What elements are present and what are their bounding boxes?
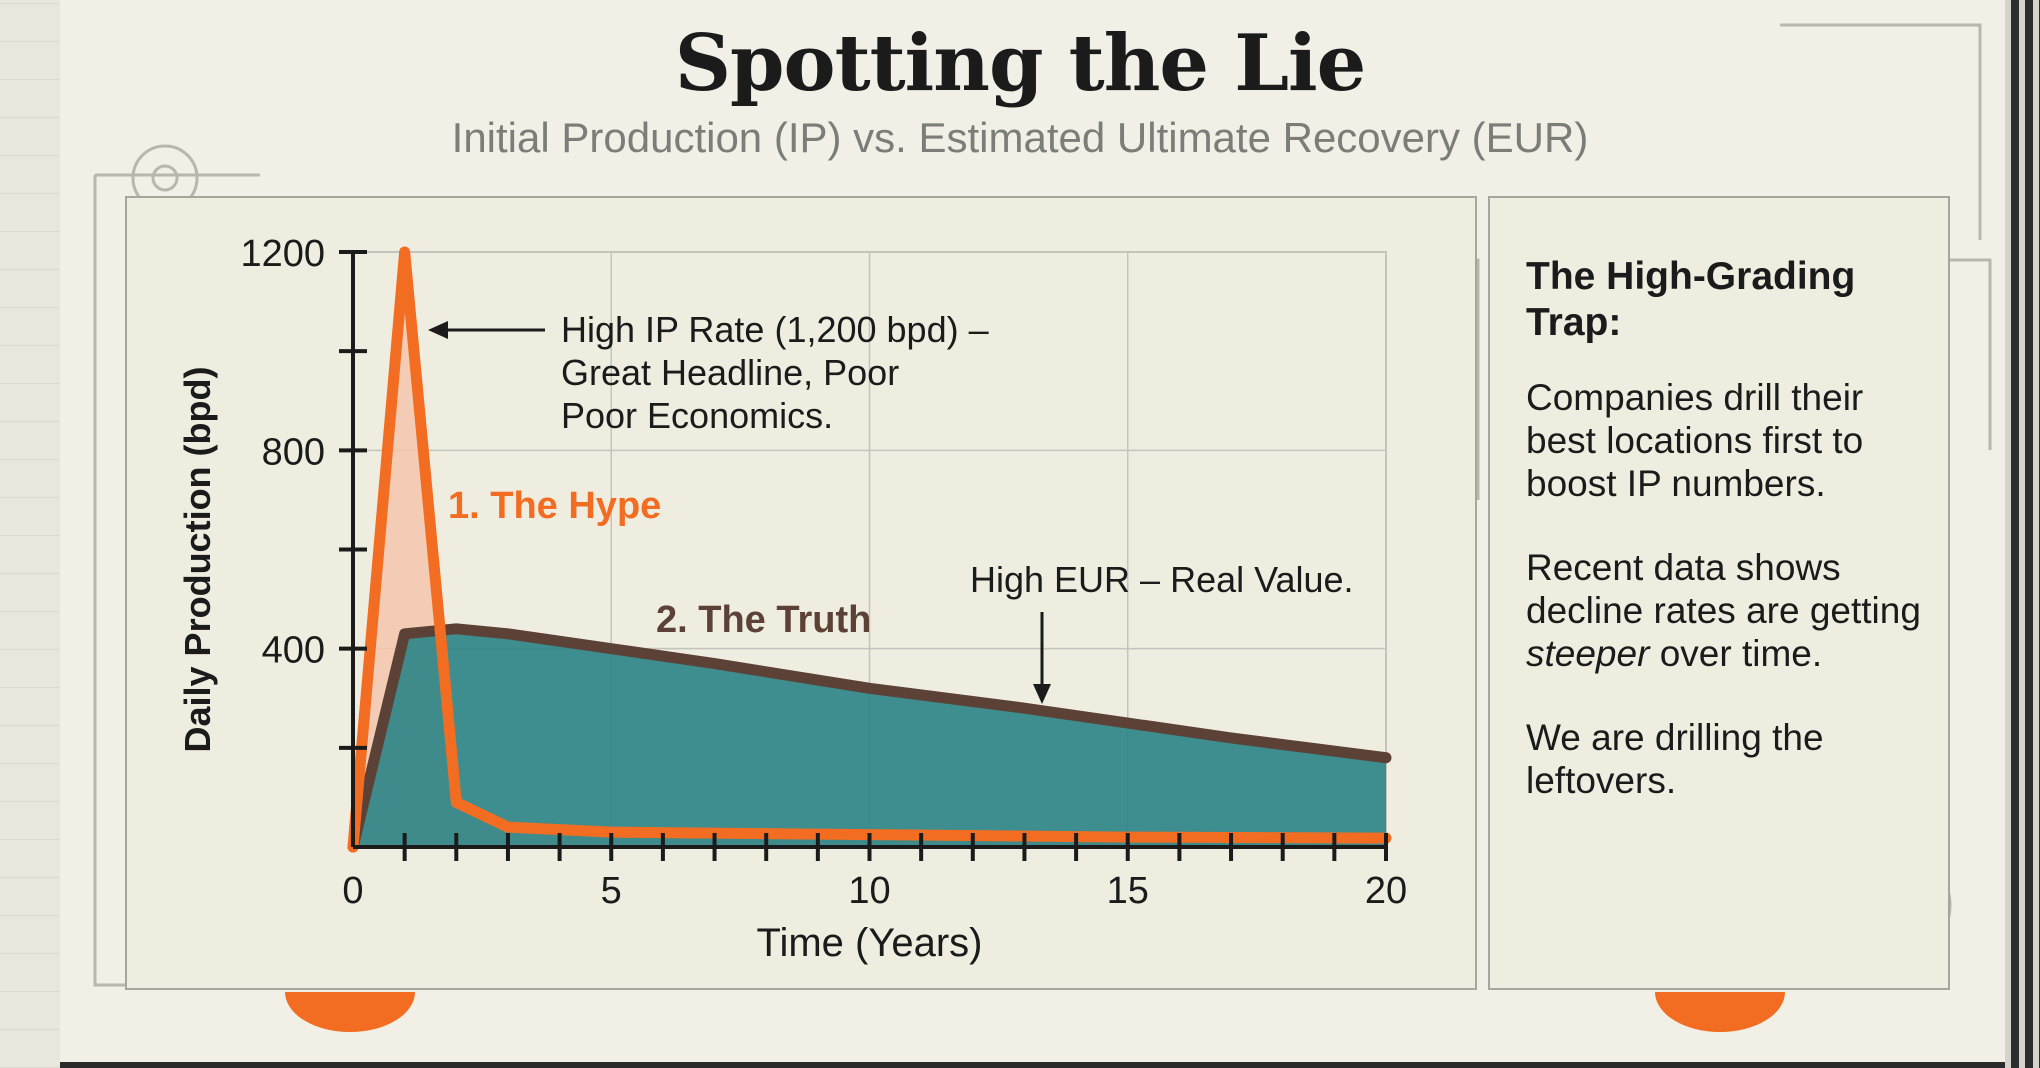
ip-annotation-line: Great Headline, Poor [561, 352, 899, 393]
page-title: Spotting the Lie [674, 18, 1367, 109]
sidebar-paragraph-2: Recent data shows decline rates are gett… [1526, 546, 1936, 675]
y-tick-label: 800 [262, 431, 325, 473]
hype-line [347, 246, 1392, 853]
x-tick-label: 20 [1365, 870, 1407, 912]
eur-arrow-head [1033, 684, 1051, 704]
left-paper-edge [0, 0, 60, 1068]
truth-series-label: 2. The Truth [656, 599, 871, 641]
y-tick-label: 1200 [240, 233, 325, 275]
x-axis-label: Time (Years) [757, 921, 983, 965]
ip-annotation-line: High IP Rate (1,200 bpd) – [561, 309, 989, 350]
eur-annotation-line: High EUR – Real Value. [970, 559, 1354, 600]
ip-arrow-head [428, 321, 448, 339]
x-tick-label: 10 [848, 870, 890, 912]
y-tick-label: 400 [262, 630, 325, 672]
x-tick-label: 5 [601, 870, 622, 912]
right-background-strip [2005, 0, 2040, 1068]
sidebar-p2-end: over time. [1659, 633, 1823, 674]
sidebar-heading: The High-Grading Trap: [1526, 255, 1856, 344]
orange-gear-icon [285, 992, 1785, 1032]
sidebar-paragraph-3: We are drilling the leftovers. [1526, 717, 1824, 801]
sidebar-p2-start: Recent data shows decline rates are gett… [1526, 547, 1921, 631]
sidebar-p2-emphasis: steeper [1526, 633, 1650, 674]
page-subtitle: Initial Production (IP) vs. Estimated Ul… [451, 114, 1589, 161]
y-axis-label: Daily Production (bpd) [177, 367, 218, 753]
sidebar-paragraph-1: Companies drill their best locations fir… [1526, 377, 1864, 504]
hype-series-label: 1. The Hype [448, 485, 661, 527]
side-panel [1488, 196, 1950, 990]
truth-area [353, 628, 1386, 847]
x-tick-label: 0 [342, 870, 363, 912]
chart-panel [125, 196, 1477, 990]
ip-annotation-line: Poor Economics. [561, 395, 833, 436]
x-tick-label: 15 [1107, 870, 1149, 912]
